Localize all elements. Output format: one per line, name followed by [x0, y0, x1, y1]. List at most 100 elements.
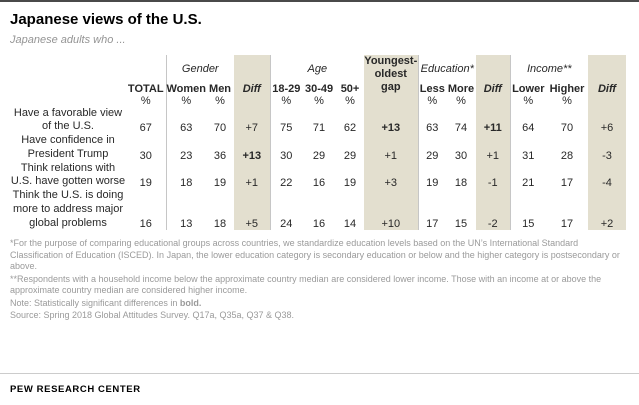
value-cell: +13	[364, 106, 419, 135]
table-body: Gender Age Youngest-oldest gap Education…	[10, 55, 627, 231]
value-cell: -2	[476, 189, 511, 231]
data-table: Gender Age Youngest-oldest gap Education…	[10, 55, 627, 231]
value-cell: 16	[139, 218, 152, 231]
col-header-income-diff: Diff	[588, 74, 627, 95]
value-cell: 30	[139, 149, 152, 162]
value-cell: +10	[364, 189, 419, 231]
col-header-50plus: 50+	[340, 82, 360, 95]
unit-cell: %	[345, 94, 355, 107]
value-cell: +1	[234, 161, 271, 190]
col-header-education-diff: Diff	[476, 74, 511, 95]
group-header-gender: Gender	[165, 55, 235, 75]
value-cell: 15	[509, 189, 547, 231]
value-cell: 19	[213, 177, 227, 190]
col-header-lower: Lower	[509, 74, 547, 95]
value-cell: 19	[417, 161, 447, 190]
col-header-18-29: 18-29	[269, 74, 303, 95]
value-cell: +11	[476, 106, 511, 135]
spacer-cell	[10, 75, 126, 95]
group-header-education: Education*	[417, 55, 477, 75]
unit-cell: %	[215, 94, 225, 107]
value-cell: 29	[417, 134, 447, 162]
value-cell: 67	[139, 122, 152, 135]
value-cell: 62	[343, 122, 357, 135]
unit-cell: %	[314, 94, 324, 107]
spacer-cell	[234, 94, 271, 107]
footnote-source: Source: Spring 2018 Global Attitudes Sur…	[10, 310, 295, 321]
col-header-total: TOTAL	[127, 82, 164, 95]
value-cell: 29	[312, 149, 326, 162]
group-header-row: Gender Age Youngest-oldest gap Education…	[10, 55, 627, 95]
value-cell: 71	[312, 122, 326, 135]
value-cell: +6	[588, 106, 627, 135]
value-cell: +2	[588, 189, 627, 231]
spacer-cell	[10, 55, 126, 75]
value-cell: 17	[417, 189, 447, 231]
value-cell: +5	[234, 189, 271, 231]
value-cell: +3	[364, 161, 419, 190]
spacer-cell	[10, 95, 126, 107]
value-cell: 19	[139, 177, 152, 190]
unit-cell: %	[562, 94, 572, 107]
row-label: Have a favorable view of the U.S.	[13, 106, 123, 133]
group-header-age: Age	[269, 55, 365, 75]
value-cell: -3	[588, 134, 627, 162]
col-header-gender-diff: Diff	[234, 74, 271, 95]
footnote-note: Note: Statistically significant differen…	[10, 298, 628, 310]
brand: PEW RESEARCH CENTER	[10, 384, 141, 395]
col-header-more: More	[447, 82, 475, 95]
value-cell: 30	[454, 149, 468, 162]
value-cell: 18	[454, 177, 468, 190]
spacer-cell	[588, 94, 627, 107]
col-header-higher: Higher	[549, 82, 585, 95]
value-cell: 70	[560, 122, 574, 135]
value-cell: 63	[417, 106, 447, 135]
value-cell: +7	[234, 106, 271, 135]
value-cell: 18	[165, 161, 207, 190]
footnote-education: *For the purpose of comparing educationa…	[10, 238, 620, 272]
note-text: Note: Statistically significant differen…	[10, 297, 180, 308]
value-cell: 64	[509, 106, 547, 135]
unit-cell: %	[165, 94, 207, 107]
value-cell: 15	[454, 218, 468, 231]
value-cell: 17	[560, 177, 574, 190]
unit-cell: %	[456, 94, 466, 107]
page-title: Japanese views of the U.S.	[10, 11, 202, 28]
row-label: Think the U.S. is doing more to address …	[12, 189, 124, 229]
value-cell: 16	[312, 177, 326, 190]
value-cell: 30	[269, 134, 303, 162]
value-cell: 75	[269, 106, 303, 135]
value-cell: 14	[343, 218, 357, 231]
row-label: Have confidence in President Trump	[21, 134, 115, 160]
col-header-30-49: 30-49	[304, 82, 334, 95]
value-cell: 22	[269, 161, 303, 190]
divider	[0, 373, 639, 374]
value-cell: 17	[560, 218, 574, 231]
value-cell: -4	[588, 161, 627, 190]
value-cell: 23	[165, 134, 207, 162]
value-cell: +13	[234, 134, 271, 162]
footnotes: *For the purpose of comparing educationa…	[10, 238, 628, 322]
note-bold-text: bold.	[179, 297, 202, 308]
spacer-cell	[476, 55, 511, 75]
value-cell: 74	[454, 122, 468, 135]
footnote-income: **Respondents with a household income be…	[10, 273, 602, 296]
value-cell: 24	[269, 189, 303, 231]
value-cell: 18	[213, 218, 227, 231]
unit-row: % % % % % % % % % %	[10, 94, 627, 107]
table-row: Think relations with U.S. have gotten wo…	[10, 161, 627, 190]
spacer-cell	[234, 55, 271, 75]
row-label: Think relations with U.S. have gotten wo…	[10, 161, 126, 188]
value-cell: 70	[213, 122, 227, 135]
value-cell: +1	[364, 134, 419, 162]
value-cell: +1	[476, 134, 511, 162]
column-header-row: TOTAL Women Men Diff 18-29 30-49 50+ Les…	[10, 74, 627, 95]
table-row: Have a favorable view of the U.S. 67 63 70 +…	[10, 106, 627, 135]
value-cell: 36	[213, 149, 227, 162]
unit-cell: %	[140, 94, 151, 107]
page-subtitle: Japanese adults who ...	[10, 34, 126, 46]
unit-cell: %	[509, 94, 547, 107]
value-cell: 28	[560, 149, 574, 162]
table-row: Think the U.S. is doing more to address …	[10, 189, 627, 231]
